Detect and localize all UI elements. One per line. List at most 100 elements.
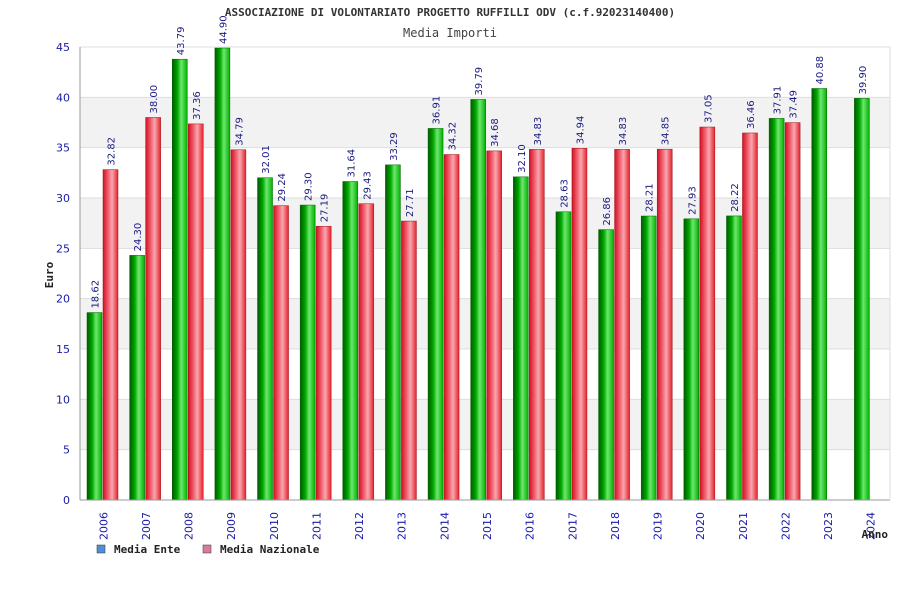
legend: Media Ente Media Nazionale bbox=[96, 543, 320, 556]
bar-media-ente-2010 bbox=[257, 177, 273, 501]
value-labels: 18.62 32.82 24.30 38.00 43.79 37.36 44.90 34.79… bbox=[91, 15, 869, 308]
data-label: 37.36 bbox=[192, 91, 203, 120]
data-label: 28.22 bbox=[730, 183, 741, 212]
bar-media-ente-2024 bbox=[854, 98, 870, 501]
legend-label-media-nazionale: Media Nazionale bbox=[220, 543, 320, 556]
bar-media-ente-2006 bbox=[86, 312, 103, 501]
y-tick-label: 10 bbox=[56, 393, 70, 406]
data-label: 29.24 bbox=[277, 173, 288, 202]
x-axis-label: Anno bbox=[862, 528, 889, 541]
data-label: 26.86 bbox=[602, 197, 613, 226]
x-tick-labels: 2006 2007 2008 2009 2010 2011 2012 2013 2014 2015… bbox=[97, 512, 877, 540]
x-tick-label-2021: 2021 bbox=[737, 512, 750, 540]
x-tick-label-2023: 2023 bbox=[822, 512, 835, 540]
chart-title: ASSOCIAZIONE DI VOLONTARIATO PROGETTO RU… bbox=[225, 6, 675, 19]
bar-media-ente-2021 bbox=[726, 215, 742, 501]
data-label: 27.19 bbox=[320, 194, 331, 223]
y-axis-label: Euro bbox=[43, 261, 56, 288]
bar-media-nazionale-2008 bbox=[188, 123, 204, 501]
data-label: 44.90 bbox=[218, 15, 229, 44]
data-label: 34.94 bbox=[575, 116, 586, 145]
bar-media-ente-2018 bbox=[598, 229, 614, 501]
x-tick-label-2013: 2013 bbox=[396, 512, 409, 540]
bar-media-ente-2014 bbox=[427, 128, 444, 501]
bar-media-nazionale-2017 bbox=[571, 148, 588, 501]
y-tick-label: 0 bbox=[63, 494, 70, 507]
legend-item-media-ente: Media Ente bbox=[96, 543, 181, 556]
data-label: 32.10 bbox=[517, 144, 528, 173]
y-tick-label: 20 bbox=[56, 293, 70, 306]
data-label: 28.63 bbox=[559, 179, 570, 208]
data-label: 36.46 bbox=[746, 100, 757, 129]
bar-media-nazionale-2011 bbox=[315, 226, 332, 501]
legend-item-media-nazionale: Media Nazionale bbox=[202, 543, 320, 556]
bar-media-nazionale-2014 bbox=[443, 154, 460, 501]
data-label: 27.93 bbox=[687, 186, 698, 215]
bar-media-ente-2012 bbox=[342, 181, 359, 501]
x-tick-label-2024: 2024 bbox=[865, 512, 878, 540]
data-label: 33.29 bbox=[389, 132, 400, 161]
bar-media-nazionale-2013 bbox=[401, 220, 417, 501]
bar-media-ente-2007 bbox=[129, 255, 145, 501]
data-label: 34.79 bbox=[234, 117, 245, 146]
y-tick-labels: 0 5 10 15 20 25 30 35 40 45 bbox=[56, 41, 70, 507]
data-label: 18.62 bbox=[91, 280, 102, 309]
y-tick-label: 40 bbox=[56, 91, 70, 104]
bar-media-nazionale-2021 bbox=[742, 132, 758, 501]
x-tick-label-2022: 2022 bbox=[779, 512, 792, 540]
x-tick-label-2012: 2012 bbox=[353, 512, 366, 540]
bar-media-nazionale-2012 bbox=[358, 203, 375, 501]
x-tick-label-2015: 2015 bbox=[481, 512, 494, 540]
bar-media-nazionale-2022 bbox=[784, 122, 801, 501]
data-label: 27.71 bbox=[405, 188, 416, 217]
bar-media-ente-2008 bbox=[172, 58, 188, 501]
bar-media-ente-2022 bbox=[768, 118, 785, 501]
bar-media-nazionale-2016 bbox=[529, 149, 545, 501]
legend-swatch-media-ente bbox=[96, 544, 106, 554]
data-label: 24.30 bbox=[133, 223, 144, 252]
data-label: 34.32 bbox=[448, 122, 459, 151]
bar-media-ente-2017 bbox=[555, 211, 572, 501]
axes bbox=[79, 47, 891, 501]
data-label: 40.88 bbox=[815, 56, 826, 85]
data-label: 29.30 bbox=[304, 172, 315, 201]
x-tick-label-2014: 2014 bbox=[438, 512, 451, 540]
bar-media-nazionale-2015 bbox=[486, 150, 502, 501]
y-tick-label: 25 bbox=[56, 242, 70, 255]
data-label: 37.49 bbox=[789, 90, 800, 119]
data-label: 43.79 bbox=[176, 27, 187, 56]
data-label: 34.68 bbox=[490, 118, 501, 147]
bar-media-nazionale-2009 bbox=[230, 149, 247, 501]
legend-swatch-media-nazionale bbox=[202, 544, 212, 554]
data-label: 38.00 bbox=[149, 85, 160, 114]
bar-media-ente-2023 bbox=[811, 88, 827, 501]
x-tick-label-2008: 2008 bbox=[183, 512, 196, 540]
data-label: 34.83 bbox=[533, 117, 544, 146]
legend-label-media-ente: Media Ente bbox=[114, 543, 181, 556]
x-tick-label-2018: 2018 bbox=[609, 512, 622, 540]
bar-media-nazionale-2019 bbox=[656, 148, 673, 501]
data-label: 31.64 bbox=[346, 149, 357, 178]
bar-media-ente-2016 bbox=[513, 176, 529, 501]
data-label: 39.90 bbox=[858, 66, 869, 95]
bar-media-nazionale-2020 bbox=[699, 126, 716, 501]
y-tick-label: 30 bbox=[56, 192, 70, 205]
x-tick-label-2009: 2009 bbox=[225, 512, 238, 540]
bar-media-ente-2009 bbox=[214, 47, 231, 501]
bar-media-ente-2020 bbox=[683, 218, 700, 501]
data-label: 36.91 bbox=[432, 96, 443, 125]
data-label: 34.83 bbox=[618, 117, 629, 146]
chart-subtitle: Media Importi bbox=[403, 26, 497, 40]
data-label: 37.05 bbox=[703, 94, 714, 123]
data-label: 28.21 bbox=[645, 183, 656, 212]
bar-media-nazionale-2010 bbox=[273, 205, 289, 501]
bar-media-ente-2019 bbox=[640, 215, 657, 501]
data-label: 32.82 bbox=[107, 137, 118, 166]
x-tick-label-2011: 2011 bbox=[310, 512, 323, 540]
bars bbox=[86, 47, 870, 501]
x-tick-label-2006: 2006 bbox=[97, 512, 110, 540]
y-tick-label: 5 bbox=[63, 444, 70, 457]
y-tick-label: 45 bbox=[56, 41, 70, 54]
